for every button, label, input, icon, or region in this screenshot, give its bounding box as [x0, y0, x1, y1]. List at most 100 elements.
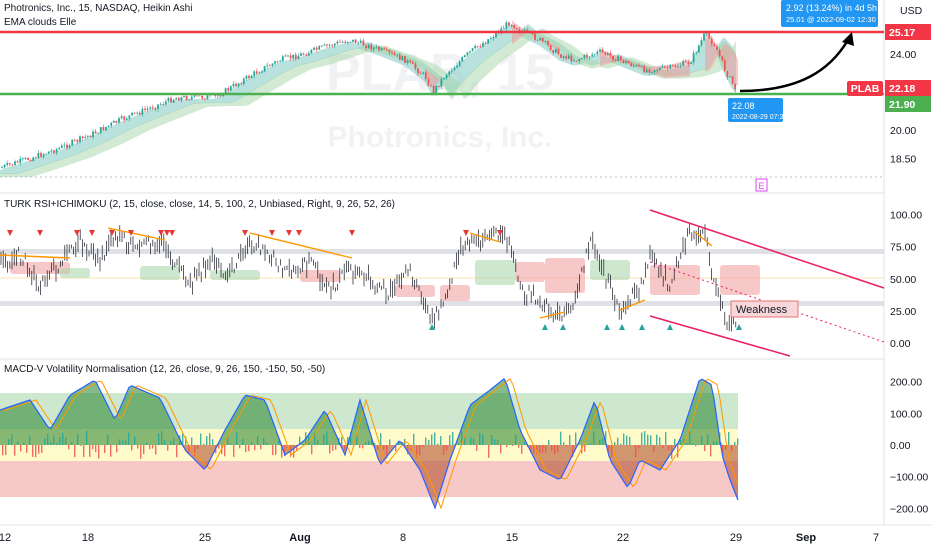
- sell-marker-icon: [109, 230, 115, 236]
- macd-hist-bar: [143, 445, 145, 455]
- currency-label: USD: [900, 5, 923, 17]
- candle-body: [432, 86, 435, 93]
- candle-body: [508, 22, 510, 26]
- candle-body: [81, 136, 84, 138]
- macd-hist-bar: [542, 445, 544, 453]
- candle-body: [632, 65, 635, 67]
- macd-hist-bar: [140, 445, 142, 459]
- arrow-head-icon: [842, 32, 854, 46]
- macd-hist-bar: [302, 444, 304, 445]
- macd-hist-bar: [23, 443, 25, 445]
- macd-hist-bar: [80, 445, 82, 446]
- macd-hist-bar: [359, 445, 361, 449]
- candle-body: [492, 37, 495, 39]
- candle-body: [469, 51, 471, 53]
- macd-hist-bar: [272, 445, 274, 456]
- macd-hist-bar: [206, 436, 208, 445]
- candle-body: [731, 76, 734, 84]
- candle-body: [128, 115, 131, 119]
- candle-body: [144, 108, 146, 110]
- buy-marker-icon: [429, 324, 435, 330]
- macd-hist-bar: [602, 438, 604, 445]
- candle-body: [354, 39, 357, 44]
- candle-body: [318, 46, 321, 50]
- sell-marker-icon: [89, 230, 95, 236]
- macd-hist-bar: [728, 432, 730, 445]
- candle-body: [261, 71, 263, 73]
- macd-hist-bar: [263, 437, 265, 445]
- macd-hist-bar: [32, 445, 34, 457]
- macd-hist-bar: [35, 445, 37, 458]
- macd-hist-bar: [407, 445, 409, 455]
- candle-body: [396, 54, 399, 56]
- earnings-event-marker[interactable]: [755, 178, 768, 192]
- candle-body: [40, 152, 42, 157]
- candle-body: [495, 32, 497, 38]
- candle-body: [560, 54, 562, 58]
- macd-hist-bar: [2, 445, 4, 456]
- candle-body: [245, 75, 248, 79]
- macd-hist-bar: [446, 445, 448, 451]
- candle-body: [279, 60, 282, 62]
- time-tick-label: 15: [506, 532, 518, 544]
- candle-body: [697, 45, 700, 53]
- candle-body: [440, 78, 443, 87]
- ema-cloud-lower: [0, 27, 736, 177]
- candle-body: [583, 54, 586, 59]
- macd-hist-bar: [218, 445, 220, 449]
- candle-body: [190, 96, 193, 100]
- candle-body: [310, 49, 313, 54]
- macd-hist-bar: [479, 432, 481, 445]
- macd-hist-bar: [110, 445, 112, 457]
- macd-hist-bar: [389, 439, 391, 445]
- candle-body: [216, 95, 219, 97]
- candle-body: [16, 161, 19, 163]
- price-axis: 18.50 20.00 24.00 25.17 22.18 21.90: [885, 24, 931, 165]
- macd-hist-bar: [449, 435, 451, 445]
- candle-body: [679, 65, 682, 67]
- macd-hist-bar: [77, 433, 79, 445]
- candle-body: [718, 50, 721, 57]
- macd-tick-label: −100.00: [890, 472, 928, 484]
- macd-hist-bar: [17, 441, 19, 445]
- macd-hist-bar: [65, 437, 67, 445]
- candle-body: [359, 40, 362, 43]
- candle-body: [385, 49, 388, 51]
- candle-body: [118, 118, 120, 123]
- candle-body: [58, 147, 61, 150]
- candle-body: [14, 161, 16, 165]
- macd-hist-bar: [119, 439, 121, 445]
- macd-hist-bar: [275, 445, 277, 455]
- candle-body: [281, 56, 284, 61]
- macd-hist-bar: [482, 434, 484, 445]
- candle-body: [695, 52, 698, 54]
- macd-hist-bar: [722, 445, 724, 456]
- candle-body: [562, 56, 565, 58]
- rsi-tick-label: 75.00: [890, 242, 916, 254]
- candle-body: [198, 95, 201, 97]
- price-tick-label: 18.50: [890, 153, 916, 165]
- candle-body: [614, 59, 617, 62]
- candle-body: [617, 56, 620, 62]
- ichimoku-patch: [475, 260, 515, 285]
- candle-body: [170, 97, 172, 103]
- rsi-tick-label: 50.00: [890, 274, 916, 286]
- macd-hist-bar: [689, 431, 691, 445]
- macd-negative-area: [0, 445, 738, 508]
- macd-hist-bar: [452, 431, 454, 445]
- candle-body: [203, 98, 206, 100]
- time-tick-label: 22: [617, 532, 629, 544]
- candle-body: [73, 139, 76, 141]
- candle-body: [661, 66, 664, 68]
- candle-body: [479, 46, 482, 48]
- candle-body: [149, 107, 152, 109]
- macd-hist-bar: [494, 439, 496, 445]
- macd-hist-bar: [524, 442, 526, 445]
- price-level-tag: [885, 24, 931, 40]
- time-tick-label: 8: [400, 532, 406, 544]
- macd-hist-bar: [563, 442, 565, 445]
- macd-hist-bar: [398, 442, 400, 445]
- macd-hist-bar: [344, 445, 346, 451]
- ichimoku-cloud: [10, 258, 760, 301]
